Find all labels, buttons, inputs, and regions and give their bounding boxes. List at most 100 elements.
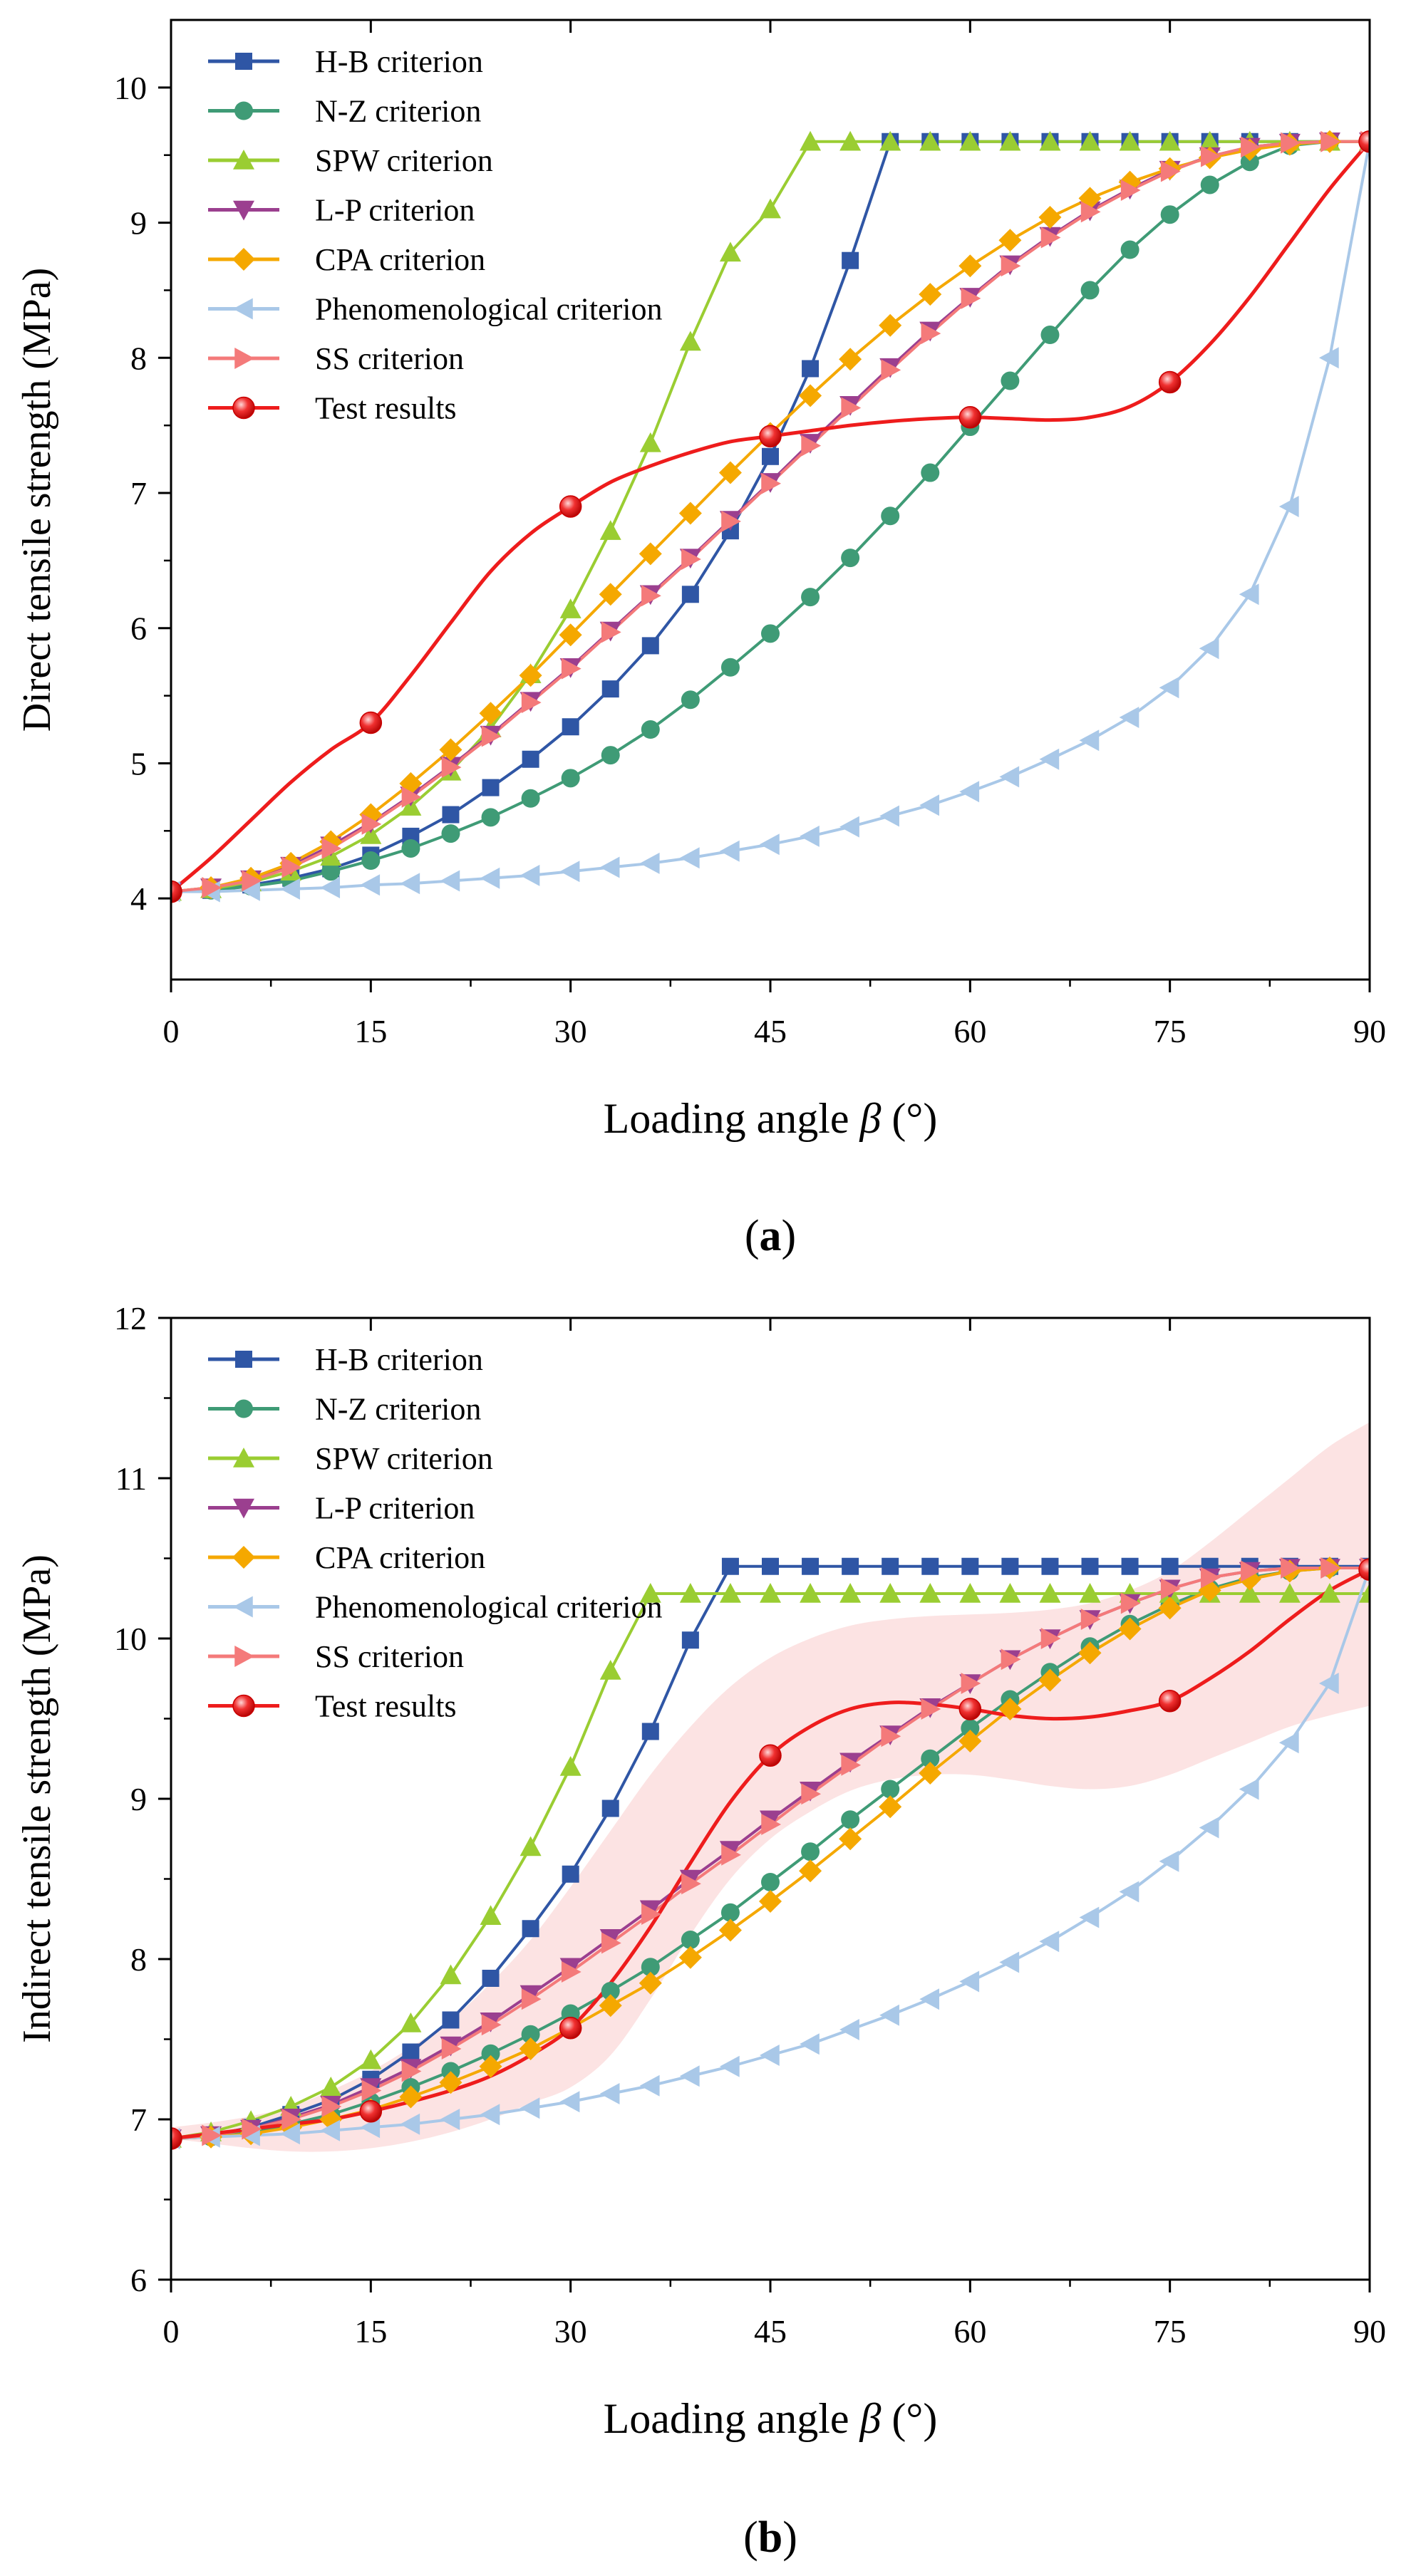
data-point-cpa-criterion (839, 348, 862, 371)
data-point-ss-criterion (202, 2124, 222, 2146)
legend-marker (235, 53, 252, 70)
data-point-cpa-criterion (919, 283, 942, 306)
data-point-cpa-criterion (879, 313, 902, 337)
x-axis-title-text: Loading angle (604, 1095, 860, 1142)
data-point-spw-criterion (1199, 130, 1221, 151)
data-point-n-z-criterion (841, 1810, 860, 1829)
data-point-phenomenological-criterion (1159, 1850, 1179, 1872)
data-point-h-b-criterion (882, 1557, 899, 1575)
data-point-n-z-criterion (761, 1873, 780, 1891)
y-axis-title: Indirect tensile strength (MPa) (15, 1554, 59, 2043)
panel-label-close: ) (782, 2513, 797, 2562)
data-point-ss-criterion (321, 837, 342, 859)
data-point-ss-criterion (721, 510, 741, 532)
data-point-phenomenological-criterion (959, 781, 980, 803)
data-point-ss-criterion (761, 472, 781, 494)
data-point-cpa-criterion (718, 1918, 742, 1942)
data-point-phenomenological-criterion (320, 2119, 341, 2141)
data-point-h-b-criterion (482, 1970, 500, 1987)
data-point-n-z-criterion (561, 769, 580, 788)
data-point-phenomenological-criterion (760, 2045, 780, 2066)
data-point-test-results (958, 406, 982, 429)
legend-item-spw-criterion: SPW criterion (208, 1441, 493, 1476)
data-point-cpa-criterion (799, 1859, 822, 1883)
data-point-phenomenological-criterion (1039, 1931, 1060, 1953)
data-point-spw-criterion (400, 2012, 422, 2032)
data-point-ss-criterion (202, 876, 222, 898)
legend-marker (233, 200, 254, 221)
data-point-test-results (1158, 370, 1182, 394)
data-point-spw-criterion (1278, 1583, 1301, 1603)
data-point-ss-criterion (1241, 1560, 1261, 1582)
x-axis-title-symbol: β (859, 1095, 882, 1142)
data-point-spw-criterion (1039, 1583, 1061, 1603)
data-point-cpa-criterion (919, 1762, 942, 1785)
x-axis-title-symbol: β (859, 2395, 882, 2442)
data-point-ss-criterion (881, 1725, 901, 1747)
data-point-phenomenological-criterion (800, 825, 820, 847)
data-point-phenomenological-criterion (1079, 729, 1100, 752)
y-tick-label: 4 (130, 881, 147, 917)
legend-marker (233, 1448, 254, 1468)
x-tick-label: 60 (953, 2313, 986, 2349)
legend-item-n-z-criterion: N-Z criterion (208, 1392, 481, 1427)
data-point-cpa-criterion (998, 229, 1022, 252)
data-point-n-z-criterion (441, 824, 460, 843)
data-point-ss-criterion (761, 1814, 781, 1835)
data-point-h-b-criterion (802, 360, 820, 378)
series-markers-test-results (171, 130, 1370, 903)
legend: H-B criterion N-Z criterion SPW criterion L… (208, 1342, 663, 1724)
data-point-ss-criterion (481, 2014, 502, 2036)
data-point-cpa-criterion (599, 583, 622, 606)
data-point-spw-criterion (559, 598, 582, 618)
data-point-cpa-criterion (998, 1698, 1022, 1720)
data-point-cpa-criterion (639, 1971, 662, 1995)
data-point-spw-criterion (839, 130, 862, 151)
y-axis-title: Direct tensile strength (MPa) (15, 268, 59, 732)
legend-label: CPA criterion (315, 242, 485, 277)
data-point-spw-criterion (800, 130, 822, 151)
data-point-cpa-criterion (1038, 1668, 1062, 1692)
data-point-spw-criterion (599, 520, 621, 540)
data-point-n-z-criterion (1160, 205, 1179, 224)
data-point-spw-criterion (760, 1583, 781, 1603)
x-tick-label: 90 (1353, 2313, 1386, 2349)
data-point-h-b-criterion (522, 1920, 539, 1938)
data-point-phenomenological-criterion (400, 873, 420, 895)
legend-marker (234, 348, 254, 369)
data-point-phenomenological-criterion (959, 1970, 980, 1993)
data-point-ss-criterion (1320, 1557, 1340, 1579)
data-point-cpa-criterion (439, 2071, 462, 2094)
data-point-ss-criterion (601, 621, 621, 643)
data-point-ss-criterion (881, 359, 901, 381)
data-point-phenomenological-criterion (1039, 748, 1060, 770)
legend-item-n-z-criterion: N-Z criterion (208, 94, 481, 129)
y-tick-label: 9 (130, 205, 147, 242)
data-point-n-z-criterion (720, 658, 740, 677)
y-tick-label: 7 (130, 475, 147, 511)
legend-marker (232, 248, 255, 271)
data-point-ss-criterion (681, 1873, 701, 1895)
data-point-phenomenological-criterion (599, 856, 620, 878)
panel-label-letter: b (758, 2513, 782, 2562)
y-tick-label: 8 (130, 340, 147, 376)
x-axis-title: Loading angle β (°) (604, 1095, 938, 1142)
data-point-phenomenological-criterion (999, 766, 1020, 788)
legend-label: SS criterion (315, 341, 464, 376)
data-point-ss-criterion (1080, 201, 1101, 223)
y-tick-label: 6 (130, 611, 147, 647)
data-point-test-results (759, 425, 782, 448)
legend-label: SPW criterion (315, 1441, 493, 1476)
x-tick-label: 0 (163, 2313, 180, 2349)
panel-label-close: ) (782, 1212, 797, 1260)
data-point-h-b-criterion (842, 251, 859, 269)
data-point-ss-criterion (1080, 1609, 1101, 1630)
data-point-ss-criterion (961, 287, 981, 309)
data-point-spw-criterion (1239, 1583, 1261, 1603)
data-point-cpa-criterion (359, 803, 383, 826)
data-point-ss-criterion (841, 397, 862, 419)
data-point-phenomenological-criterion (839, 2019, 859, 2040)
legend-item-cpa-criterion: CPA criterion (208, 242, 485, 277)
legend-label: Test results (315, 1689, 457, 1724)
